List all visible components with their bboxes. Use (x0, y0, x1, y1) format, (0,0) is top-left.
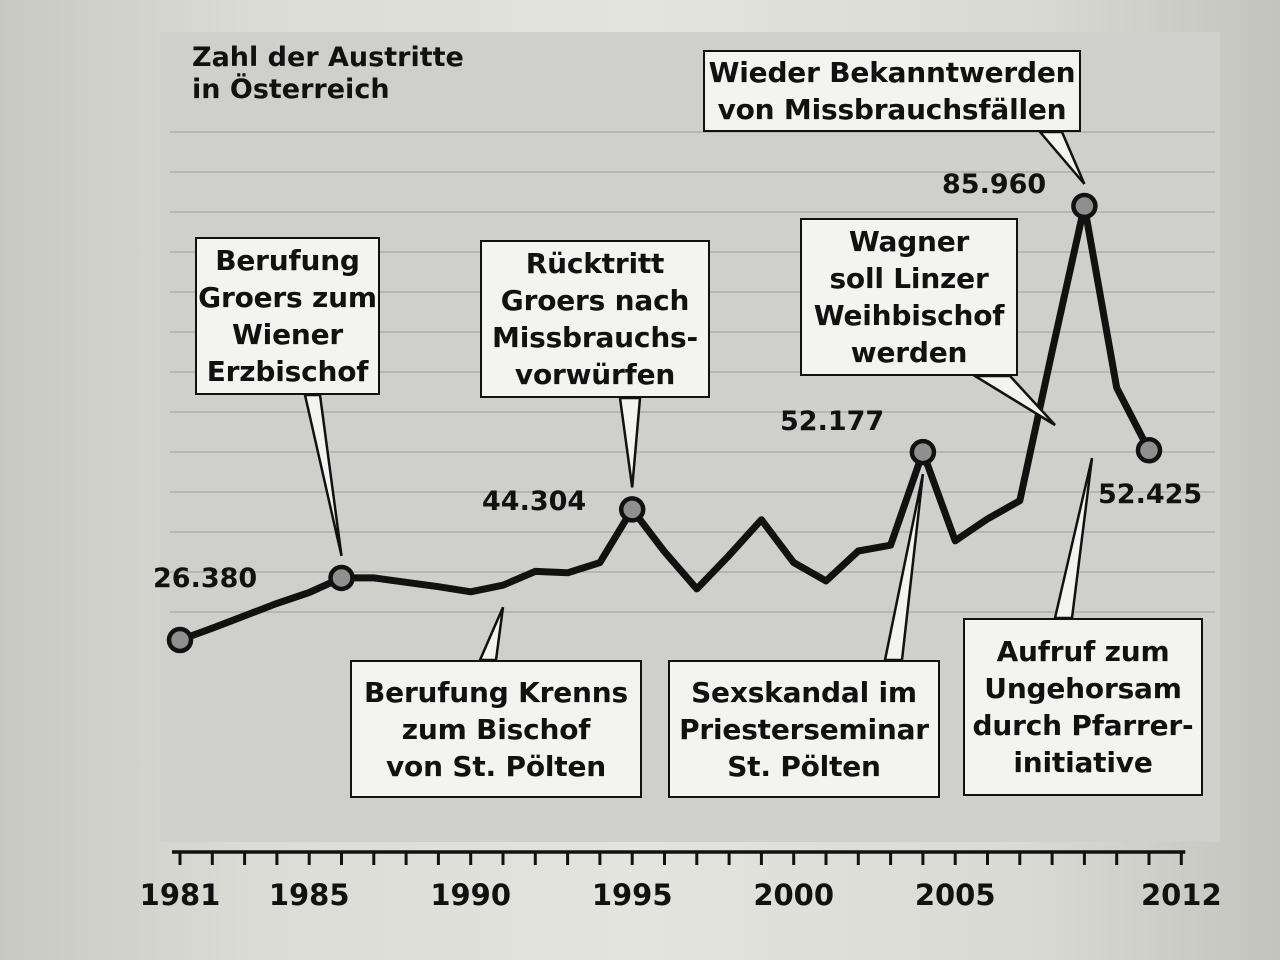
data-point-2009 (1071, 192, 1098, 220)
x-tick-label-2000: 2000 (753, 878, 834, 912)
annotation-pointer-6 (1053, 457, 1094, 620)
x-tick-label-1995: 1995 (592, 878, 673, 912)
data-point-1995 (618, 496, 646, 523)
x-tick-label-1985: 1985 (269, 878, 350, 912)
annotation-box-0: Berufung Groers zum Wiener Erzbischof (195, 237, 380, 395)
annotation-box-1: Berufung Krenns zum Bischof von St. Pölt… (350, 660, 642, 798)
data-point-1981 (166, 626, 194, 654)
annotation-box-5: Wieder Bekanntwerden von Missbrauchsfäll… (703, 50, 1081, 132)
chart-title: Zahl der Austritte in Österreich (192, 42, 464, 105)
x-tick-label-1990: 1990 (430, 878, 511, 912)
chart-title-line-0: Zahl der Austritte (192, 42, 464, 73)
annotation-box-3: Sexskandal im Priesterseminar St. Pölten (668, 660, 940, 798)
x-tick-label-1981: 1981 (140, 878, 221, 912)
value-label-1981: 26.380 (153, 563, 257, 594)
annotation-pointer-2 (618, 396, 642, 488)
annotation-box-2: Rücktritt Groers nach Missbrauchs- vorwü… (480, 240, 710, 398)
x-tick-label-2005: 2005 (915, 878, 996, 912)
data-point-2004 (909, 438, 937, 466)
annotation-pointer-5 (1037, 130, 1086, 185)
x-tick-label-2012: 2012 (1141, 878, 1222, 912)
annotation-box-4: Wagner soll Linzer Weihbischof werden (800, 218, 1018, 376)
chart-title-line-1: in Österreich (192, 72, 390, 105)
annotation-pointer-4 (970, 374, 1056, 427)
value-label-1995: 44.304 (482, 486, 586, 517)
gridlines (170, 131, 1215, 613)
data-point-1986 (328, 564, 355, 592)
value-label-2011: 52.425 (1098, 479, 1202, 510)
data-point-2011 (1135, 437, 1163, 464)
value-label-2004: 52.177 (780, 406, 884, 437)
annotation-pointer-0 (303, 393, 343, 557)
value-label-2009: 85.960 (942, 169, 1046, 200)
annotation-box-6: Aufruf zum Ungehorsam durch Pfarrer- ini… (963, 618, 1203, 796)
annotation-pointer-1 (478, 606, 505, 662)
